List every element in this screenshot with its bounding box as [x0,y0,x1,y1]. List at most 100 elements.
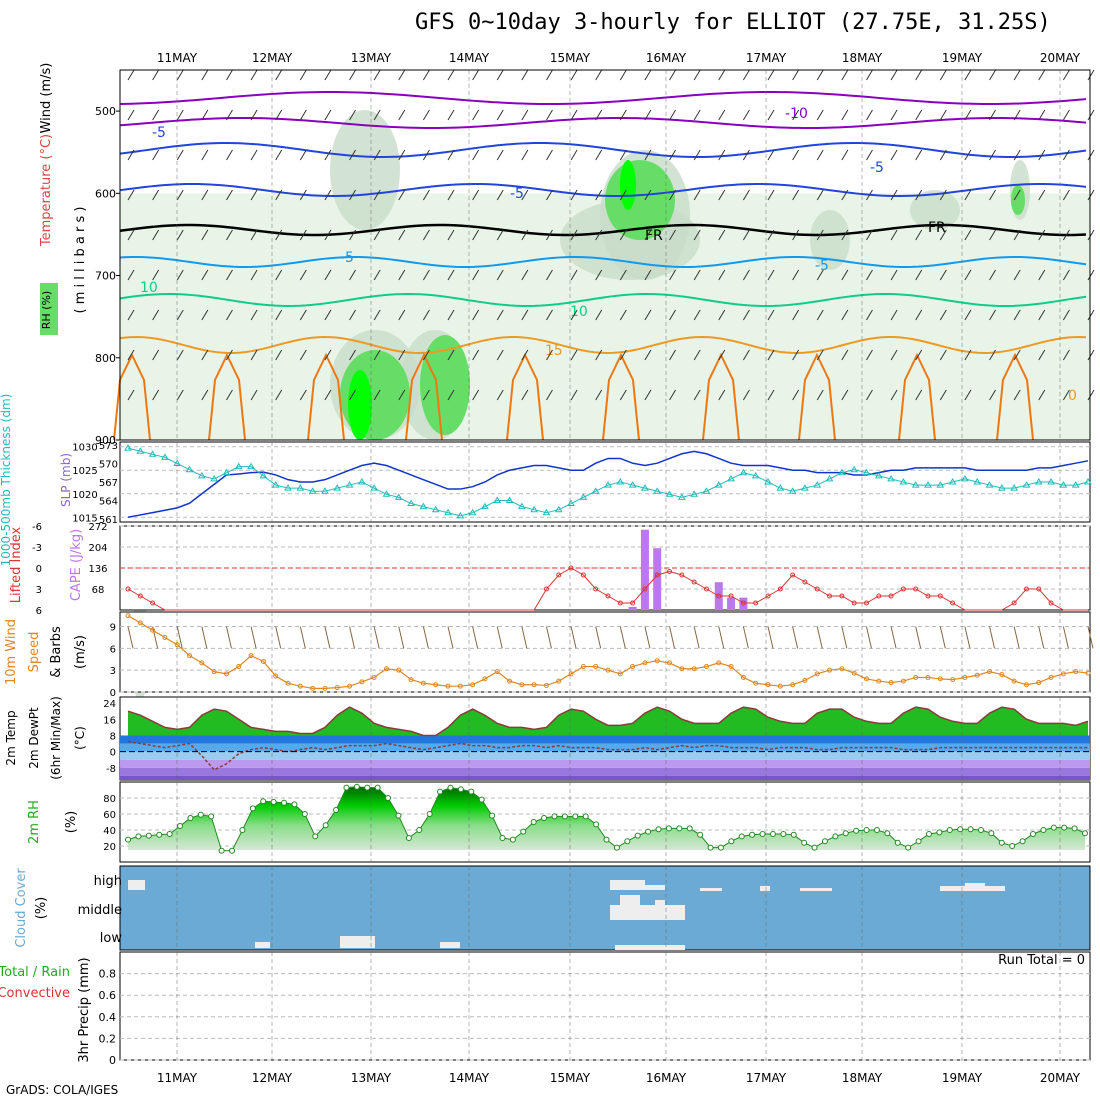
date-label-bottom: 15MAY [550,1071,591,1085]
cloud-level-label: middle [78,903,122,918]
wind-barb [841,69,849,81]
date-label-bottom: 18MAY [842,1071,883,1085]
wind-barb [841,389,849,401]
thickness-point [924,481,932,488]
rh-point [853,827,860,834]
rh-point [260,798,267,805]
wind-barb [1087,189,1095,201]
wind-barb [496,349,504,361]
wind-barb [1087,349,1095,361]
wind-speed-point [285,680,291,686]
wind-barb [472,626,479,649]
y-tick-label: 573 [99,441,118,452]
thickness-point [259,471,268,479]
wind-barb [939,229,947,241]
rh-point [634,832,641,839]
wind-barb [866,229,873,241]
wind-barb [595,626,602,649]
wind-speed-point [863,676,869,682]
wind-barb [792,349,800,361]
wind-barb [299,69,307,81]
wind-barb [250,349,258,361]
wind-speed-line [127,615,1089,689]
wind-barb [816,349,824,361]
li-point [716,593,722,599]
wind-speed-point [543,682,549,688]
rh-point [988,830,995,837]
date-label-top: 13MAY [351,51,392,65]
wind-barb [669,269,676,281]
thickness-point [271,481,280,488]
wind-speed-point [790,682,796,688]
li-point [654,572,660,578]
wind-barb [767,626,774,649]
wind-barb [472,269,480,281]
li-point [740,600,746,606]
wind-barb [546,69,553,81]
contour-line [898,352,936,441]
thickness-point [801,484,809,491]
rh-point [301,811,308,817]
wind-barb [176,269,184,281]
wind-barb [841,109,849,121]
wind-speed-point [470,682,476,688]
wind-barb [595,189,603,201]
wind-barb [890,69,898,81]
rh-point [946,827,953,833]
wind-speed-point [359,679,365,685]
rh-point [353,783,360,790]
wind-barb [299,269,307,281]
wind-speed-point [740,674,746,680]
wind-barb [275,189,283,201]
thickness-point [887,474,895,482]
li-point [137,593,143,599]
wind-barb [349,626,356,649]
wind-barb [472,389,480,401]
panel-frame [119,69,1091,441]
wind-barb [176,69,184,81]
rh-point [811,844,818,851]
wind-barb [373,309,381,321]
li-point [790,572,796,578]
thickness-point [936,481,945,488]
wind-barb [718,309,726,321]
wind-barb [201,269,209,281]
y-tick-label: 570 [99,460,118,471]
wind-barb [545,626,552,649]
cloud-block [610,880,645,890]
wind-barb [890,189,898,201]
wind-barb [570,189,578,201]
thickness-line [127,447,1089,517]
wind-speed-point [925,674,931,680]
wind-barb [866,69,873,81]
rh-legend [40,283,58,335]
rh-point [749,831,756,838]
wind-speed-point [630,664,636,670]
wind-barb [201,149,209,161]
rh-point [655,826,662,833]
wind-barb [422,349,430,361]
thickness-point [419,502,428,510]
wind-barb [472,69,480,81]
li-point [580,572,586,578]
y-tick-label: 40 [103,826,116,837]
wind-barb [939,269,947,281]
wind-speed-point [297,683,303,689]
wind-barb [693,626,700,649]
rh-point [291,801,298,808]
cloud-block [655,900,665,905]
rh-point [322,822,329,829]
wind-barb [447,109,455,121]
wind-barb [152,149,160,161]
rh-point [364,784,371,791]
wind-barb [349,69,356,81]
rh-point [489,812,496,819]
wind-barb [349,109,356,121]
rh-point [728,838,735,845]
wind-barb [792,189,800,201]
wind-barb [398,309,406,321]
thickness-point [1010,484,1019,491]
rh-point [249,805,256,812]
wind-barb [890,389,898,401]
wind-barb [176,389,184,401]
